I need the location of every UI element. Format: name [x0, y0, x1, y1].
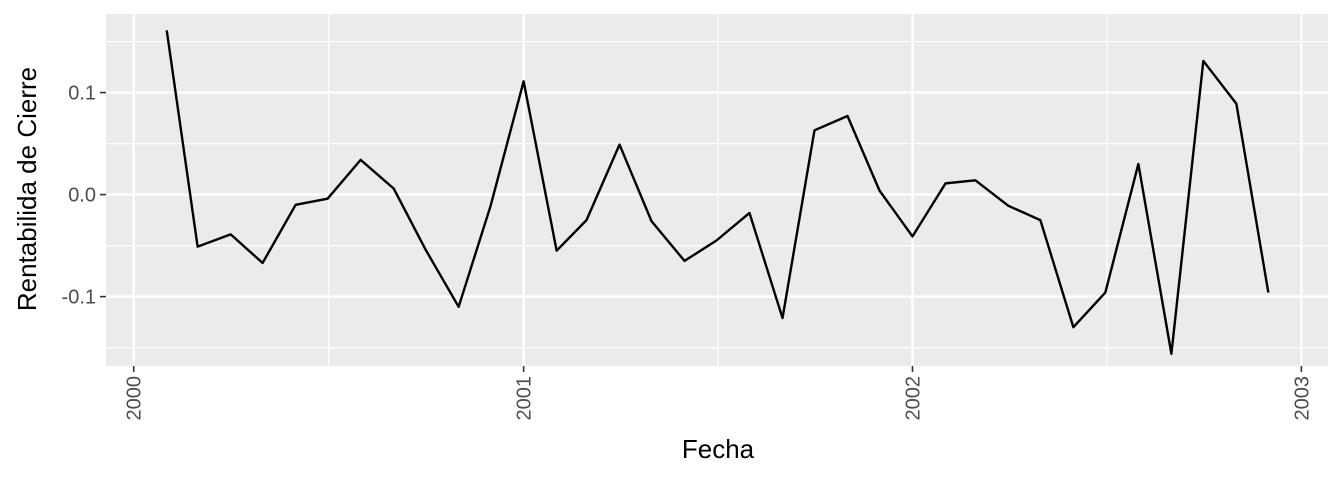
x-axis-title: Fecha [682, 434, 755, 464]
y-tick-label: 0.0 [68, 185, 96, 207]
x-axis-ticks: 2000 2001 2002 2003 [124, 366, 1313, 421]
y-tick-label: -0.1 [62, 287, 96, 309]
series-line [165, 30, 1270, 355]
major-gridlines [106, 14, 1328, 366]
y-tick-label: 0.1 [68, 83, 96, 105]
y-axis-title: Rentabilida de Cierre [12, 67, 42, 311]
x-tick-label: 2002 [902, 376, 924, 421]
x-tick-label: 2003 [1291, 376, 1313, 421]
x-tick-label: 2001 [514, 376, 536, 421]
minor-gridlines [106, 14, 1328, 366]
x-tick-label: 2000 [124, 376, 146, 421]
y-axis-ticks: -0.1 0.0 0.1 [62, 83, 106, 309]
plot-panel [106, 14, 1328, 366]
